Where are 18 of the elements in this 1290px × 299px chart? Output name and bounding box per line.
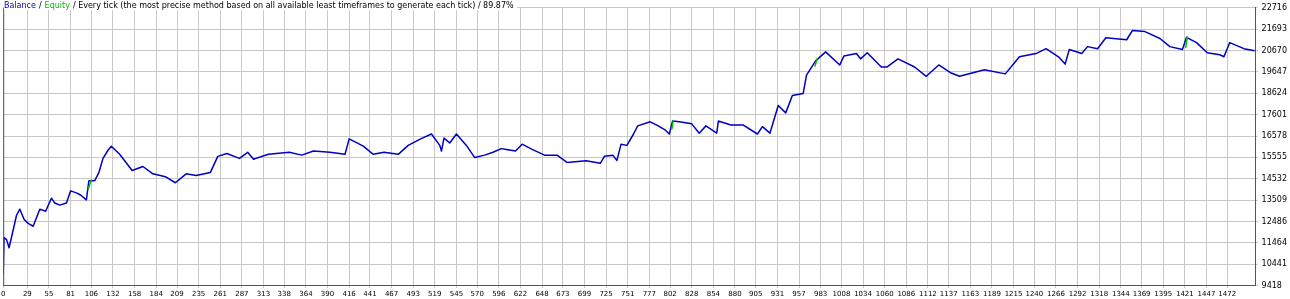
y-tick-label: 13509 <box>1261 195 1287 205</box>
y-tick-label: 15555 <box>1261 152 1287 162</box>
y-tick-label: 10441 <box>1261 259 1287 269</box>
y-tick-label: 21693 <box>1261 24 1287 34</box>
y-tick-label: 17601 <box>1261 109 1287 119</box>
annotation: / Every tick (the most precise method based on all available least timeframes to generate each tick) / 89.87% <box>72 1 514 10</box>
y-tick-label: 19647 <box>1261 66 1287 76</box>
y-tick-label: 14532 <box>1261 173 1287 183</box>
annotation: / <box>38 1 42 10</box>
y-tick-label: 16578 <box>1261 131 1287 141</box>
text: Balance <box>4 1 36 10</box>
y-tick-label: 9418 <box>1261 280 1282 290</box>
text: Equity <box>44 1 70 10</box>
y-tick-label: 11464 <box>1261 237 1287 247</box>
y-tick-label: 12486 <box>1261 216 1287 226</box>
y-tick-label: 20670 <box>1261 45 1287 55</box>
y-tick-label: 22716 <box>1261 2 1287 12</box>
y-tick-label: 18624 <box>1261 88 1287 98</box>
